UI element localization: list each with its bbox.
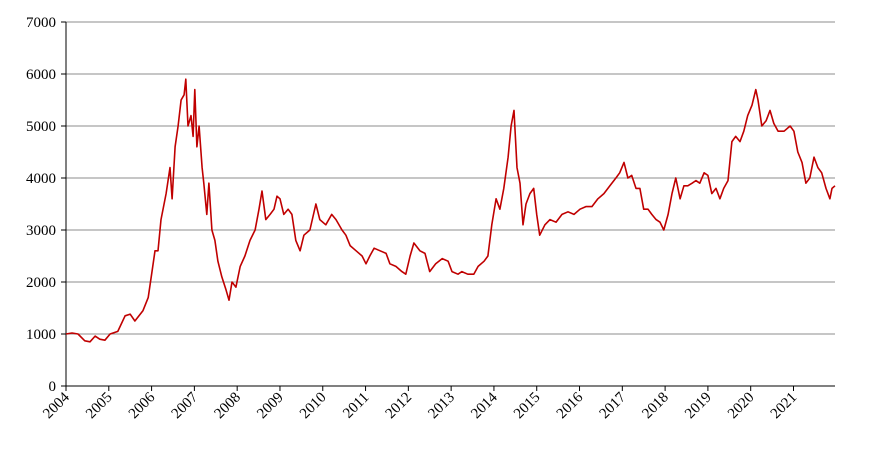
x-tick-label: 2021 [768, 390, 801, 423]
x-tick-label: 2016 [554, 389, 587, 422]
x-tick-label: 2020 [725, 390, 758, 423]
x-tick-label: 2015 [511, 390, 544, 423]
x-tick-label: 2007 [169, 389, 202, 422]
y-tick-label: 0 [49, 379, 57, 395]
x-tick-label: 2013 [425, 390, 458, 423]
y-tick-label: 5000 [26, 119, 56, 135]
y-tick-label: 2000 [26, 275, 56, 291]
x-tick-label: 2014 [468, 389, 501, 422]
x-tick-label: 2009 [254, 390, 287, 423]
y-tick-label: 6000 [26, 67, 56, 83]
x-tick-label: 2011 [340, 390, 372, 422]
x-tick-label: 2005 [83, 390, 116, 423]
x-tick-label: 2006 [126, 389, 159, 422]
y-tick-label: 4000 [26, 171, 56, 187]
x-tick-label: 2018 [639, 390, 672, 423]
y-tick-label: 7000 [26, 15, 56, 31]
x-tick-label: 2017 [597, 389, 630, 422]
line-series [65, 78, 836, 343]
x-tick-label: 2010 [297, 390, 330, 423]
x-tick-label: 2004 [40, 389, 73, 422]
x-tick-label: 2008 [211, 390, 244, 423]
x-tick-label: 2012 [383, 390, 416, 423]
y-tick-label: 3000 [26, 223, 56, 239]
x-tick-label: 2019 [682, 390, 715, 423]
y-tick-label: 1000 [26, 327, 56, 343]
